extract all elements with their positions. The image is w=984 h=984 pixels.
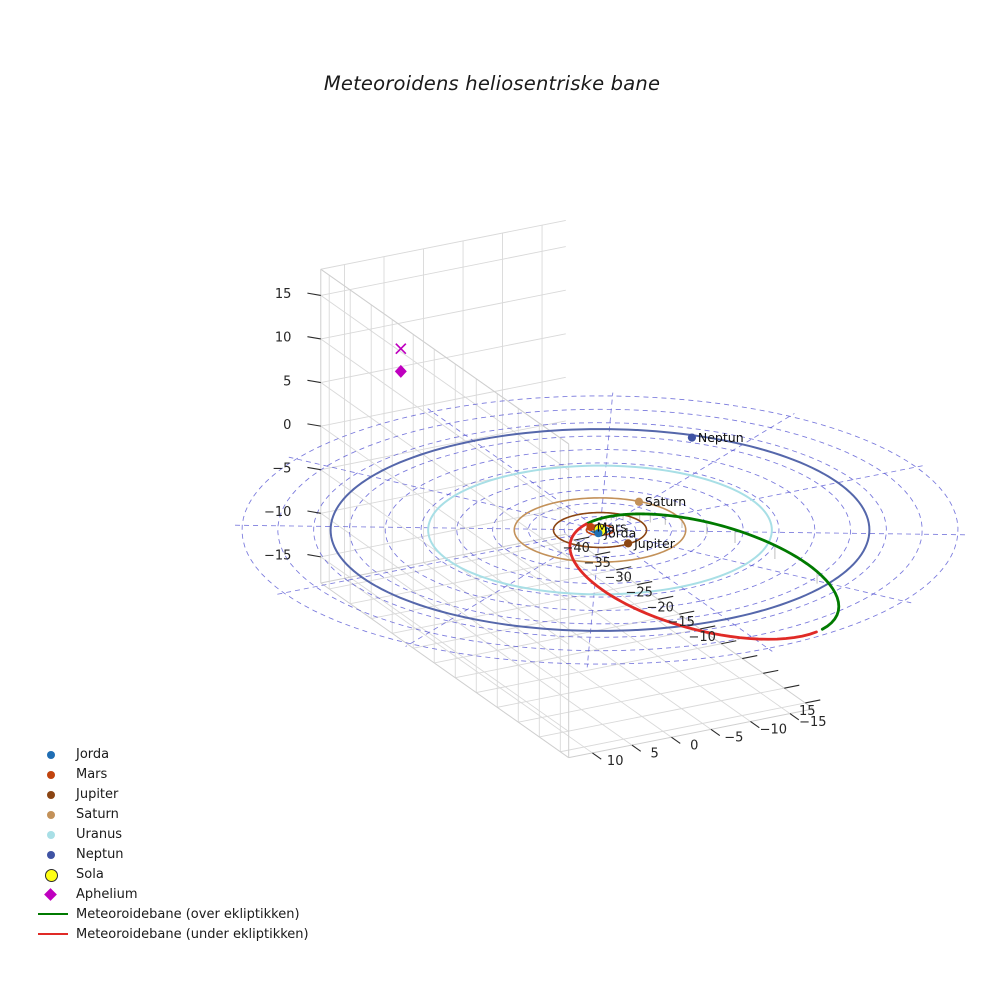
legend-label: Aphelium xyxy=(76,886,138,902)
legend-item-mars[interactable]: Mars xyxy=(36,764,336,784)
legend-label: Sola xyxy=(76,866,104,882)
legend-dot-icon xyxy=(47,750,55,759)
legend-dot-icon xyxy=(47,810,55,819)
legend-marker-line xyxy=(36,924,70,944)
axis-ticks: −40−35−30−25−20−15−1015−15−10−50510−15−1… xyxy=(264,287,827,769)
legend-label: Mars xyxy=(76,766,108,782)
x-tick-15: 15 xyxy=(799,704,816,719)
x-tick--40: −40 xyxy=(562,541,589,556)
axis-panes xyxy=(320,220,814,759)
meteoroid-orbit-over xyxy=(585,512,841,631)
y-tick--15: −15 xyxy=(799,715,826,730)
legend-marker-line xyxy=(36,904,70,924)
legend-label: Saturn xyxy=(76,806,119,822)
legend-line-icon xyxy=(38,933,68,936)
legend-label: Uranus xyxy=(76,826,123,842)
legend-dot-icon xyxy=(47,850,55,859)
orbit-jupiter xyxy=(552,511,648,549)
marker-mars xyxy=(586,522,595,532)
y-tick-0: 0 xyxy=(690,738,698,753)
legend-item-uranus[interactable]: Uranus xyxy=(36,824,336,844)
meteoroid-orbit xyxy=(568,512,841,641)
z-tick--5: −5 xyxy=(272,461,291,476)
x-tick--25: −25 xyxy=(625,586,652,601)
sun-icon xyxy=(45,868,58,882)
x-tick--20: −20 xyxy=(646,600,673,615)
marker-saturn xyxy=(634,497,644,506)
annotation-mars: Mars xyxy=(597,519,627,534)
legend-item-orbit-over[interactable]: Meteoroidebane (over ekliptikken) xyxy=(36,904,336,924)
marker-neptun xyxy=(687,433,697,442)
legend-item-neptun[interactable]: Neptun xyxy=(36,844,336,864)
z-tick-15: 15 xyxy=(275,287,292,302)
annotation-saturn: Saturn xyxy=(645,494,686,509)
legend-dot-icon xyxy=(47,770,55,779)
legend-item-orbit-under[interactable]: Meteoroidebane (under ekliptikken) xyxy=(36,924,336,944)
x-tick--10: −10 xyxy=(688,630,715,645)
x-tick--30: −30 xyxy=(604,571,631,586)
legend-item-sola[interactable]: Sola xyxy=(36,864,336,884)
legend-line-icon xyxy=(38,913,68,916)
legend-marker-circle xyxy=(36,744,70,764)
x-tick--35: −35 xyxy=(583,556,610,571)
orbit-uranus xyxy=(427,464,773,596)
y-tick--5: −5 xyxy=(724,731,743,746)
orbit-neptun xyxy=(329,428,871,632)
legend: Jorda Mars Jupiter Saturn Uranus Neptun Sola Ap… xyxy=(36,744,336,944)
legend-label: Jupiter xyxy=(76,786,119,802)
legend-label: Jorda xyxy=(76,746,110,762)
annotation-jorda: Jorda xyxy=(603,526,636,541)
legend-marker-circle xyxy=(36,824,70,844)
y-tick-5: 5 xyxy=(651,746,659,761)
legend-item-jorda[interactable]: Jorda xyxy=(36,744,336,764)
marker-jupiter xyxy=(624,539,633,548)
meteoroid-orbit-under xyxy=(568,522,818,641)
x-tick--15: −15 xyxy=(667,615,694,630)
orbit-saturn xyxy=(513,497,687,563)
ecliptic-polar-grid xyxy=(233,392,967,668)
legend-marker-sun xyxy=(36,864,70,884)
marker-jorda xyxy=(594,529,603,538)
legend-marker-circle xyxy=(36,764,70,784)
legend-label: Neptun xyxy=(76,846,124,862)
y-tick--10: −10 xyxy=(760,723,787,738)
page-title: Meteoroidens heliosentriske bane xyxy=(323,72,661,95)
legend-label: Meteoroidebane (over ekliptikken) xyxy=(76,906,300,922)
legend-marker-circle xyxy=(36,784,70,804)
y-tick-10: 10 xyxy=(607,754,624,769)
z-tick-5: 5 xyxy=(283,374,291,389)
legend-label: Meteoroidebane (under ekliptikken) xyxy=(76,926,309,942)
legend-item-saturn[interactable]: Saturn xyxy=(36,804,336,824)
diamond-icon xyxy=(44,887,57,901)
legend-marker-diamond xyxy=(36,884,70,904)
marker-aphelium-projection xyxy=(395,343,407,355)
legend-item-jupiter[interactable]: Jupiter xyxy=(36,784,336,804)
marker-aphelium xyxy=(394,364,407,378)
z-tick--15: −15 xyxy=(264,549,291,564)
legend-item-aphelium[interactable]: Aphelium xyxy=(36,884,336,904)
legend-marker-circle xyxy=(36,804,70,824)
annotation-jupiter: Jupiter xyxy=(633,536,676,551)
z-tick-0: 0 xyxy=(283,418,291,433)
planet-orbits xyxy=(329,428,871,632)
z-tick--10: −10 xyxy=(264,505,291,520)
annotation-neptun: Neptun xyxy=(698,430,744,445)
legend-marker-circle xyxy=(36,844,70,864)
legend-dot-icon xyxy=(47,830,55,839)
z-tick-10: 10 xyxy=(275,331,292,346)
legend-dot-icon xyxy=(47,790,55,799)
